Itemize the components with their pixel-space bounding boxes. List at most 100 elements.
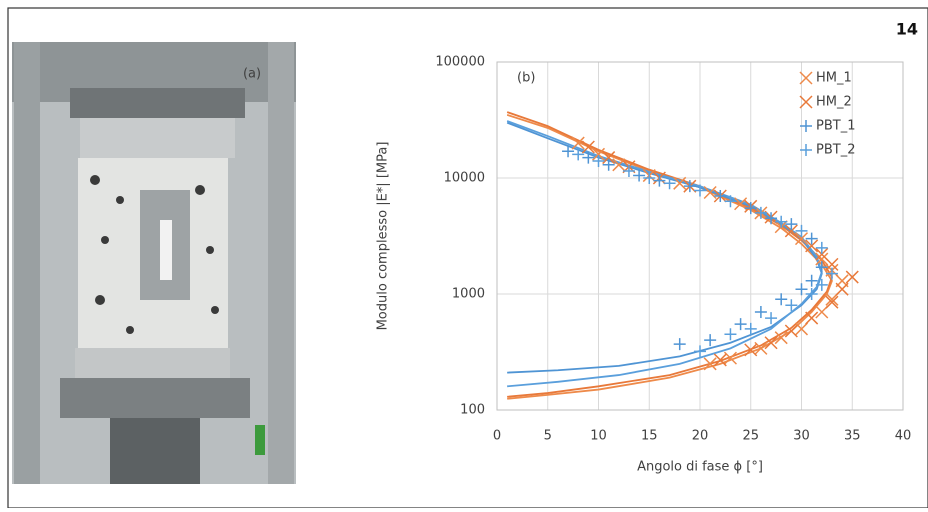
data-point	[815, 278, 828, 291]
data-point	[673, 338, 686, 351]
data-point	[784, 224, 798, 238]
fit-line	[506, 120, 823, 388]
data-point	[703, 185, 717, 200]
data-point	[633, 169, 646, 182]
data-point	[744, 322, 757, 335]
data-point	[714, 189, 727, 202]
aggregate-texture	[90, 175, 219, 334]
data-point	[825, 295, 839, 309]
data-point	[602, 158, 615, 171]
fit-line	[506, 121, 823, 374]
x-tick-label: 20	[692, 429, 709, 444]
data-point	[724, 195, 737, 208]
panel-label: (b)	[517, 71, 535, 86]
y-tick-label: 100000	[435, 55, 485, 70]
data-point	[663, 177, 676, 190]
data-point	[815, 247, 829, 261]
plot-frame	[496, 61, 904, 411]
y-axis-title: Modulo complesso |E*| [MPa]	[376, 142, 391, 331]
legend-label: PBT_2	[816, 143, 855, 158]
data-point	[683, 180, 696, 193]
legend-marker	[800, 120, 812, 132]
data-point	[815, 252, 829, 266]
data-point	[815, 241, 828, 254]
data-point	[602, 151, 616, 165]
data-point	[694, 184, 706, 197]
data-point	[571, 136, 585, 150]
data-point	[785, 218, 798, 231]
x-tick-label: 25	[742, 429, 759, 444]
legend-label: PBT_1	[816, 119, 855, 134]
sensor	[160, 220, 172, 280]
data-point	[562, 145, 575, 158]
x-tick-label: 15	[641, 429, 658, 444]
data-point	[765, 312, 778, 325]
y-tick-label: 1000	[452, 287, 485, 302]
frame-column	[14, 42, 40, 484]
legend-marker	[800, 144, 812, 156]
piston	[110, 418, 200, 484]
data-point	[572, 148, 585, 161]
data-point	[774, 331, 788, 345]
top-cap	[80, 118, 235, 158]
data-point	[734, 318, 747, 331]
frame-column	[268, 42, 294, 484]
fit-line	[506, 114, 833, 400]
data-point	[805, 288, 818, 300]
data-point	[612, 158, 626, 172]
data-point	[805, 239, 819, 253]
y-tick-label: 100	[460, 403, 485, 418]
data-point	[703, 357, 717, 371]
data-point	[581, 140, 595, 154]
data-point	[694, 345, 706, 358]
data-point	[815, 261, 828, 274]
x-tick-label: 0	[493, 429, 501, 444]
data-point	[622, 164, 635, 177]
photo: (a)	[12, 42, 296, 484]
data-point	[785, 299, 798, 312]
data-point	[734, 197, 748, 211]
data-point	[794, 322, 809, 336]
bottom-cap	[75, 348, 230, 378]
legend-label: HM_1	[816, 71, 852, 86]
data-point	[825, 257, 839, 271]
data-point	[775, 215, 788, 228]
data-point	[845, 270, 859, 284]
data-point	[754, 206, 767, 219]
legend-marker	[799, 95, 813, 109]
data-point	[825, 267, 838, 280]
fit-line	[506, 111, 833, 398]
data-point	[713, 353, 727, 367]
connector	[255, 425, 265, 455]
data-point	[744, 343, 758, 357]
data-point	[744, 202, 757, 215]
data-point	[805, 311, 819, 325]
data-point	[825, 292, 839, 306]
data-point	[775, 293, 788, 306]
legend-label: HM_2	[816, 95, 852, 110]
legend-marker	[799, 71, 813, 85]
data-point	[784, 324, 798, 338]
data-point	[704, 334, 717, 347]
data-point	[835, 282, 849, 296]
data-point	[582, 151, 595, 164]
data-point	[805, 232, 818, 245]
data-point	[765, 212, 778, 225]
data-point	[673, 176, 687, 190]
data-point	[795, 283, 808, 296]
x-tick-label: 10	[590, 429, 607, 444]
x-tick-label: 30	[793, 429, 810, 444]
data-point	[795, 224, 808, 237]
data-point	[794, 232, 809, 246]
x-tick-label: 35	[844, 429, 861, 444]
x-tick-label: 5	[544, 429, 552, 444]
bottom-plate	[60, 378, 250, 418]
data-point	[591, 147, 606, 161]
data-point	[643, 172, 656, 184]
data-point	[653, 174, 666, 187]
data-point	[805, 274, 818, 287]
data-point	[764, 336, 778, 350]
data-point	[754, 305, 767, 318]
